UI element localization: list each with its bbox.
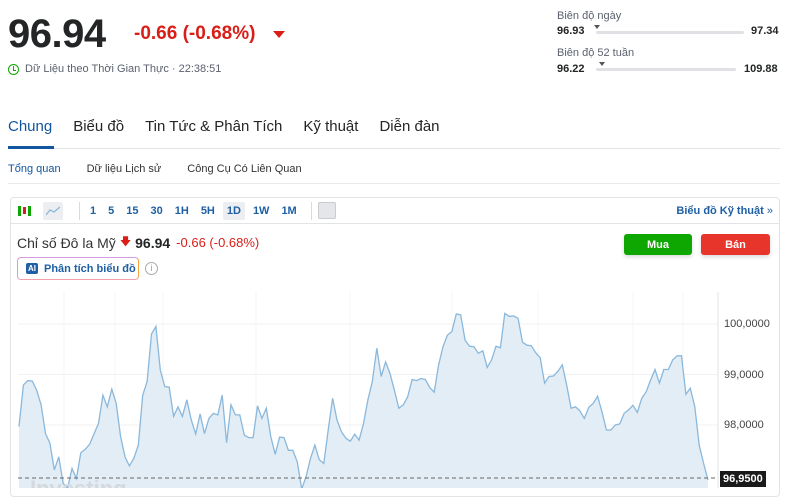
technical-chart-label: Biểu đồ Kỹ thuật: [676, 204, 764, 217]
subtab-divider: [8, 183, 780, 184]
instrument-change: -0.66 (-0.68%): [176, 235, 260, 250]
sub-tabs: Tổng quan Dữ liệu Lịch sử Công Cụ Có Liê…: [8, 163, 302, 175]
subtab-du-lieu-lich-su[interactable]: Dữ liệu Lịch sử: [86, 163, 162, 175]
tab-ky-thuat[interactable]: Kỹ thuật: [303, 118, 359, 135]
interval-1h[interactable]: 1H: [174, 204, 189, 217]
info-icon[interactable]: i: [145, 262, 158, 275]
buy-button[interactable]: Mua: [624, 234, 692, 255]
interval-15[interactable]: 15: [126, 204, 139, 217]
ai-chart-analysis-button[interactable]: AI Phân tích biểu đồ: [17, 257, 139, 280]
realtime-status: Dữ Liệu theo Thời Gian Thực · 22:38:51: [8, 63, 221, 75]
area-fill: [19, 313, 708, 488]
subtab-cong-cu[interactable]: Công Cụ Có Liên Quan: [187, 163, 302, 175]
interval-5[interactable]: 5: [108, 204, 115, 217]
down-arrow-icon: 🡇: [119, 236, 132, 248]
main-tabs: Chung Biểu đồ Tin Tức & Phân Tích Kỹ thu…: [8, 118, 440, 135]
double-chevron-icon: »: [766, 204, 773, 217]
realtime-text: Dữ Liệu theo Thời Gian Thực · 22:38:51: [25, 63, 222, 75]
week52-range-high: 109.88: [744, 63, 778, 75]
week52-range-bar: [596, 68, 736, 71]
y-tick-label: 98,0000: [724, 419, 764, 431]
area-chart-icon[interactable]: [43, 201, 63, 220]
tab-tin-tuc[interactable]: Tin Tức & Phân Tích: [145, 118, 283, 135]
active-tab-underline: [8, 146, 54, 149]
day-range-high: 97.34: [751, 25, 779, 37]
tab-bieu-do[interactable]: Biểu đồ: [73, 118, 125, 135]
interval-1[interactable]: 1: [90, 204, 97, 217]
instrument-header: Chỉ số Đô la Mỹ 🡇 96.94 -0.66 (-0.68%): [17, 233, 259, 252]
tab-chung[interactable]: Chung: [8, 118, 53, 135]
watermark-logo: Investing: [30, 476, 127, 488]
tab-divider: [8, 148, 780, 149]
down-arrow-icon: [273, 31, 285, 38]
technical-chart-link[interactable]: Biểu đồ Kỹ thuật »: [676, 205, 773, 217]
price: 96.94: [8, 12, 106, 56]
price-line: [18, 312, 709, 488]
sell-button[interactable]: Bán: [701, 234, 770, 255]
instrument-price: 96.94: [135, 234, 171, 251]
y-tick-label: 100,0000: [724, 318, 770, 330]
tab-dien-dan[interactable]: Diễn đàn: [379, 118, 440, 135]
instrument-name: Chỉ số Đô la Mỹ: [17, 234, 116, 251]
price-change: -0.66 (-0.68%): [134, 23, 256, 44]
interval-5h[interactable]: 5H: [200, 204, 215, 217]
day-range-label: Biên độ ngày: [557, 10, 622, 22]
week52-range-marker: [599, 62, 605, 66]
interval-1w[interactable]: 1W: [252, 204, 270, 217]
interval-30[interactable]: 30: [150, 204, 163, 217]
layout-icon[interactable]: [317, 202, 336, 219]
current-price-label: 96,9500: [720, 471, 766, 487]
week52-range-label: Biên độ 52 tuần: [557, 47, 635, 59]
candlestick-icon[interactable]: [18, 205, 31, 216]
day-range-marker: [594, 25, 600, 29]
chart-toolbar: 1 5 15 30 1H 5H 1D 1W 1M Biểu đồ Kỹ thuậ…: [11, 198, 779, 224]
ai-icon: AI: [26, 263, 38, 274]
interval-1m[interactable]: 1M: [281, 204, 297, 217]
toolbar-divider: [79, 201, 80, 220]
ai-button-label: Phân tích biểu đồ: [44, 262, 136, 275]
week52-range-low: 96.22: [557, 63, 585, 75]
day-range-bar: [596, 31, 744, 34]
subtab-tong-quan[interactable]: Tổng quan: [8, 163, 61, 175]
day-range-low: 96.93: [557, 25, 585, 37]
interval-1d[interactable]: 1D: [222, 201, 245, 220]
y-tick-label: 99,0000: [724, 369, 764, 381]
clock-icon: [8, 63, 19, 75]
toolbar-divider: [310, 201, 312, 220]
